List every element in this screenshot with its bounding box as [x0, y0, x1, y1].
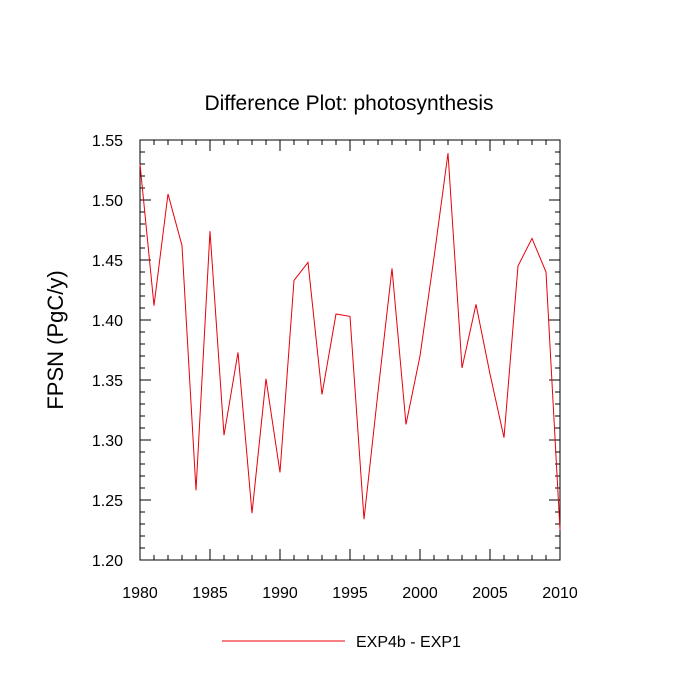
y-tick-label: 1.40 [92, 313, 123, 330]
plot-frame [139, 139, 561, 561]
y-tick-label: 1.35 [92, 373, 123, 390]
legend-label: EXP4b - EXP1 [356, 634, 461, 651]
y-tick-label: 1.25 [92, 493, 123, 510]
chart-title: Difference Plot: photosynthesis [204, 92, 493, 115]
axis-ticks [139, 139, 561, 561]
x-tick-label: 1995 [332, 585, 368, 602]
x-tick-label: 1990 [262, 585, 298, 602]
x-tick-label: 2010 [542, 585, 578, 602]
y-axis-label: FPSN (PgC/y) [43, 270, 68, 409]
x-tick-label: 1985 [192, 585, 228, 602]
y-tick-label: 1.20 [92, 553, 123, 570]
series-line-0 [139, 153, 561, 531]
y-tick-label: 1.50 [92, 193, 123, 210]
x-tick-label: 1980 [122, 585, 158, 602]
x-tick-label: 2000 [402, 585, 438, 602]
x-tick-label: 2005 [472, 585, 508, 602]
y-tick-label: 1.55 [92, 133, 123, 150]
y-tick-label: 1.30 [92, 433, 123, 450]
tick-labels: 1980 1985 1990 1995 2000 2005 2010 1.20 1.25 1.30… [92, 133, 578, 602]
series-layer [139, 153, 561, 531]
y-tick-label: 1.45 [92, 253, 123, 270]
legend: EXP4b - EXP1 [222, 634, 461, 651]
